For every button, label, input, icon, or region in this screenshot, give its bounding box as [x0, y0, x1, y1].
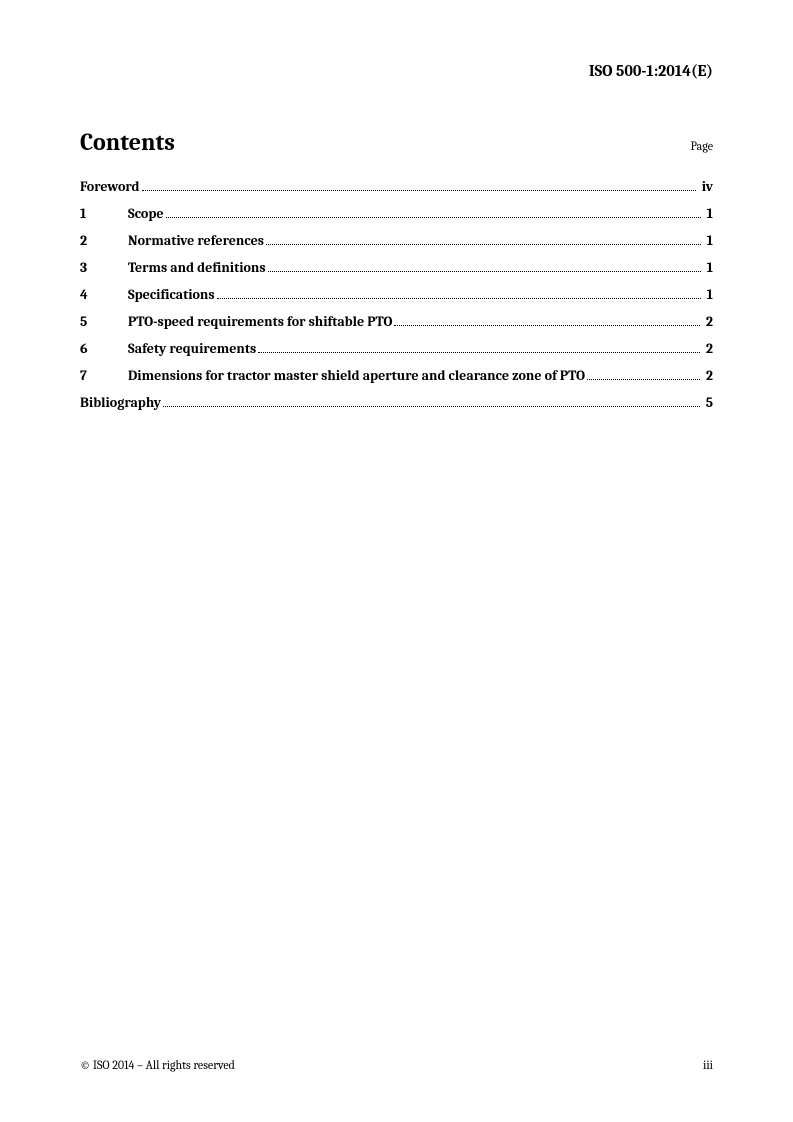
- toc-entry-foreword: Foreword iv: [80, 178, 713, 195]
- toc-entry-4: 4 Specifications 1: [80, 286, 713, 303]
- toc-title: Foreword: [80, 178, 140, 195]
- toc-entry-2: 2 Normative references 1: [80, 232, 713, 249]
- toc-leader: [217, 286, 701, 299]
- toc-leader: [258, 340, 700, 353]
- toc-page: 2: [702, 313, 713, 330]
- toc-entry-1: 1 Scope 1: [80, 205, 713, 222]
- toc-title: Normative references: [128, 232, 264, 249]
- toc-number: 3: [80, 259, 128, 276]
- toc-number: 2: [80, 232, 128, 249]
- toc-page: 5: [702, 394, 713, 411]
- toc-entry-6: 6 Safety requirements 2: [80, 340, 713, 357]
- toc-title: Specifications: [128, 286, 215, 303]
- toc-page: 2: [702, 340, 713, 357]
- copyright-text: © ISO 2014 – All rights reserved: [80, 1058, 235, 1072]
- toc-leader: [166, 205, 701, 218]
- toc-leader: [142, 178, 696, 191]
- page-number: iii: [703, 1058, 713, 1072]
- toc-leader: [394, 313, 699, 326]
- toc-title: Bibliography: [80, 394, 161, 411]
- toc-entry-7: 7 Dimensions for tractor master shield a…: [80, 367, 713, 384]
- toc-number: 4: [80, 286, 128, 303]
- page: ISO 500-1:2014(E) Contents Page Foreword…: [0, 0, 793, 1122]
- contents-heading-row: Contents Page: [80, 128, 713, 156]
- toc-page: 2: [702, 367, 713, 384]
- toc-leader: [266, 232, 701, 245]
- toc-number: 5: [80, 313, 128, 330]
- toc-entry-3: 3 Terms and definitions 1: [80, 259, 713, 276]
- toc-entry-bibliography: Bibliography 5: [80, 394, 713, 411]
- toc-page: 1: [703, 205, 713, 222]
- toc-leader: [163, 394, 700, 407]
- document-id: ISO 500-1:2014(E): [80, 62, 713, 80]
- toc-title: PTO-speed requirements for shiftable PTO: [128, 313, 392, 330]
- toc-title: Terms and definitions: [128, 259, 266, 276]
- page-footer: © ISO 2014 – All rights reserved iii: [80, 1058, 713, 1072]
- toc-title: Dimensions for tractor master shield ape…: [128, 367, 585, 384]
- toc-entry-5: 5 PTO-speed requirements for shiftable P…: [80, 313, 713, 330]
- toc-page: iv: [698, 178, 713, 195]
- toc-page: 1: [703, 232, 713, 249]
- toc-leader: [268, 259, 701, 272]
- toc-page: 1: [703, 286, 713, 303]
- toc-number: 6: [80, 340, 128, 357]
- toc-number: 1: [80, 205, 128, 222]
- contents-heading: Contents: [80, 128, 175, 156]
- toc-page: 1: [703, 259, 713, 276]
- toc-leader: [587, 367, 700, 380]
- toc-title: Safety requirements: [128, 340, 256, 357]
- toc-number: 7: [80, 367, 128, 384]
- page-column-label: Page: [691, 139, 713, 153]
- toc-title: Scope: [128, 205, 164, 222]
- table-of-contents: Foreword iv 1 Scope 1 2 Normative refere…: [80, 178, 713, 411]
